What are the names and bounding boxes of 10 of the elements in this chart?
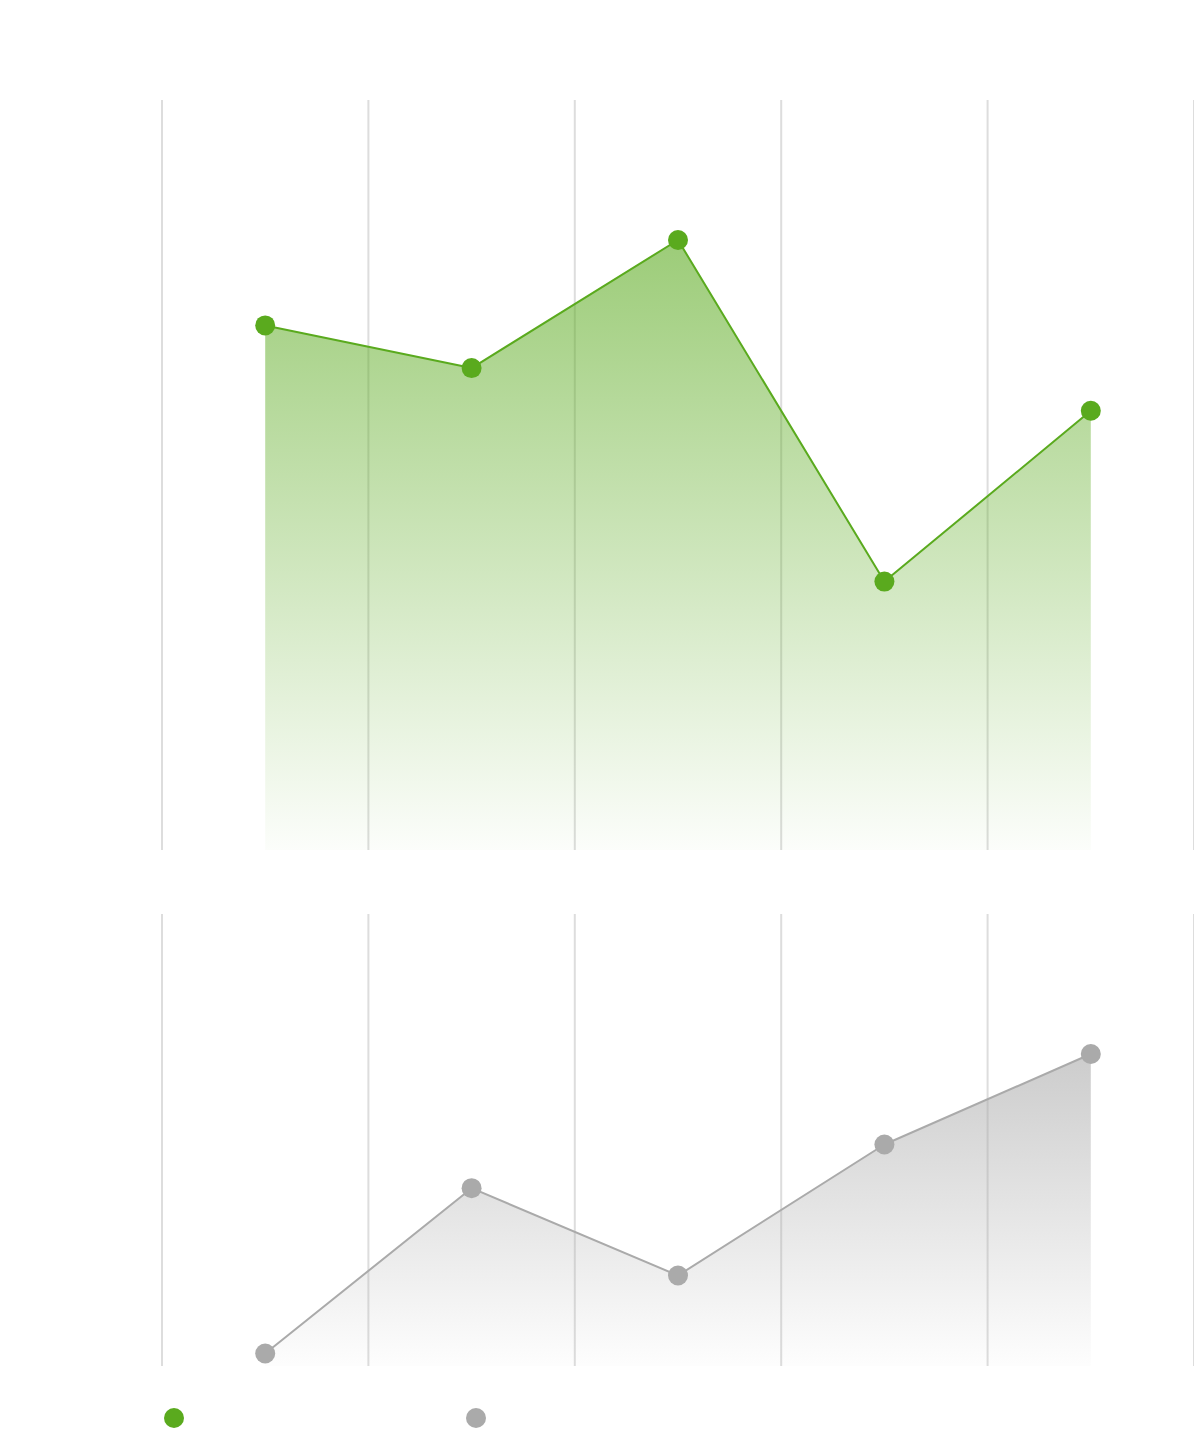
point — [668, 1265, 688, 1286]
point — [255, 315, 276, 336]
point — [255, 1343, 276, 1364]
point — [668, 230, 688, 250]
point — [461, 358, 482, 379]
point — [1080, 400, 1101, 421]
point — [1080, 1044, 1101, 1064]
point — [874, 571, 895, 592]
point — [874, 1134, 895, 1155]
point — [461, 1178, 482, 1199]
